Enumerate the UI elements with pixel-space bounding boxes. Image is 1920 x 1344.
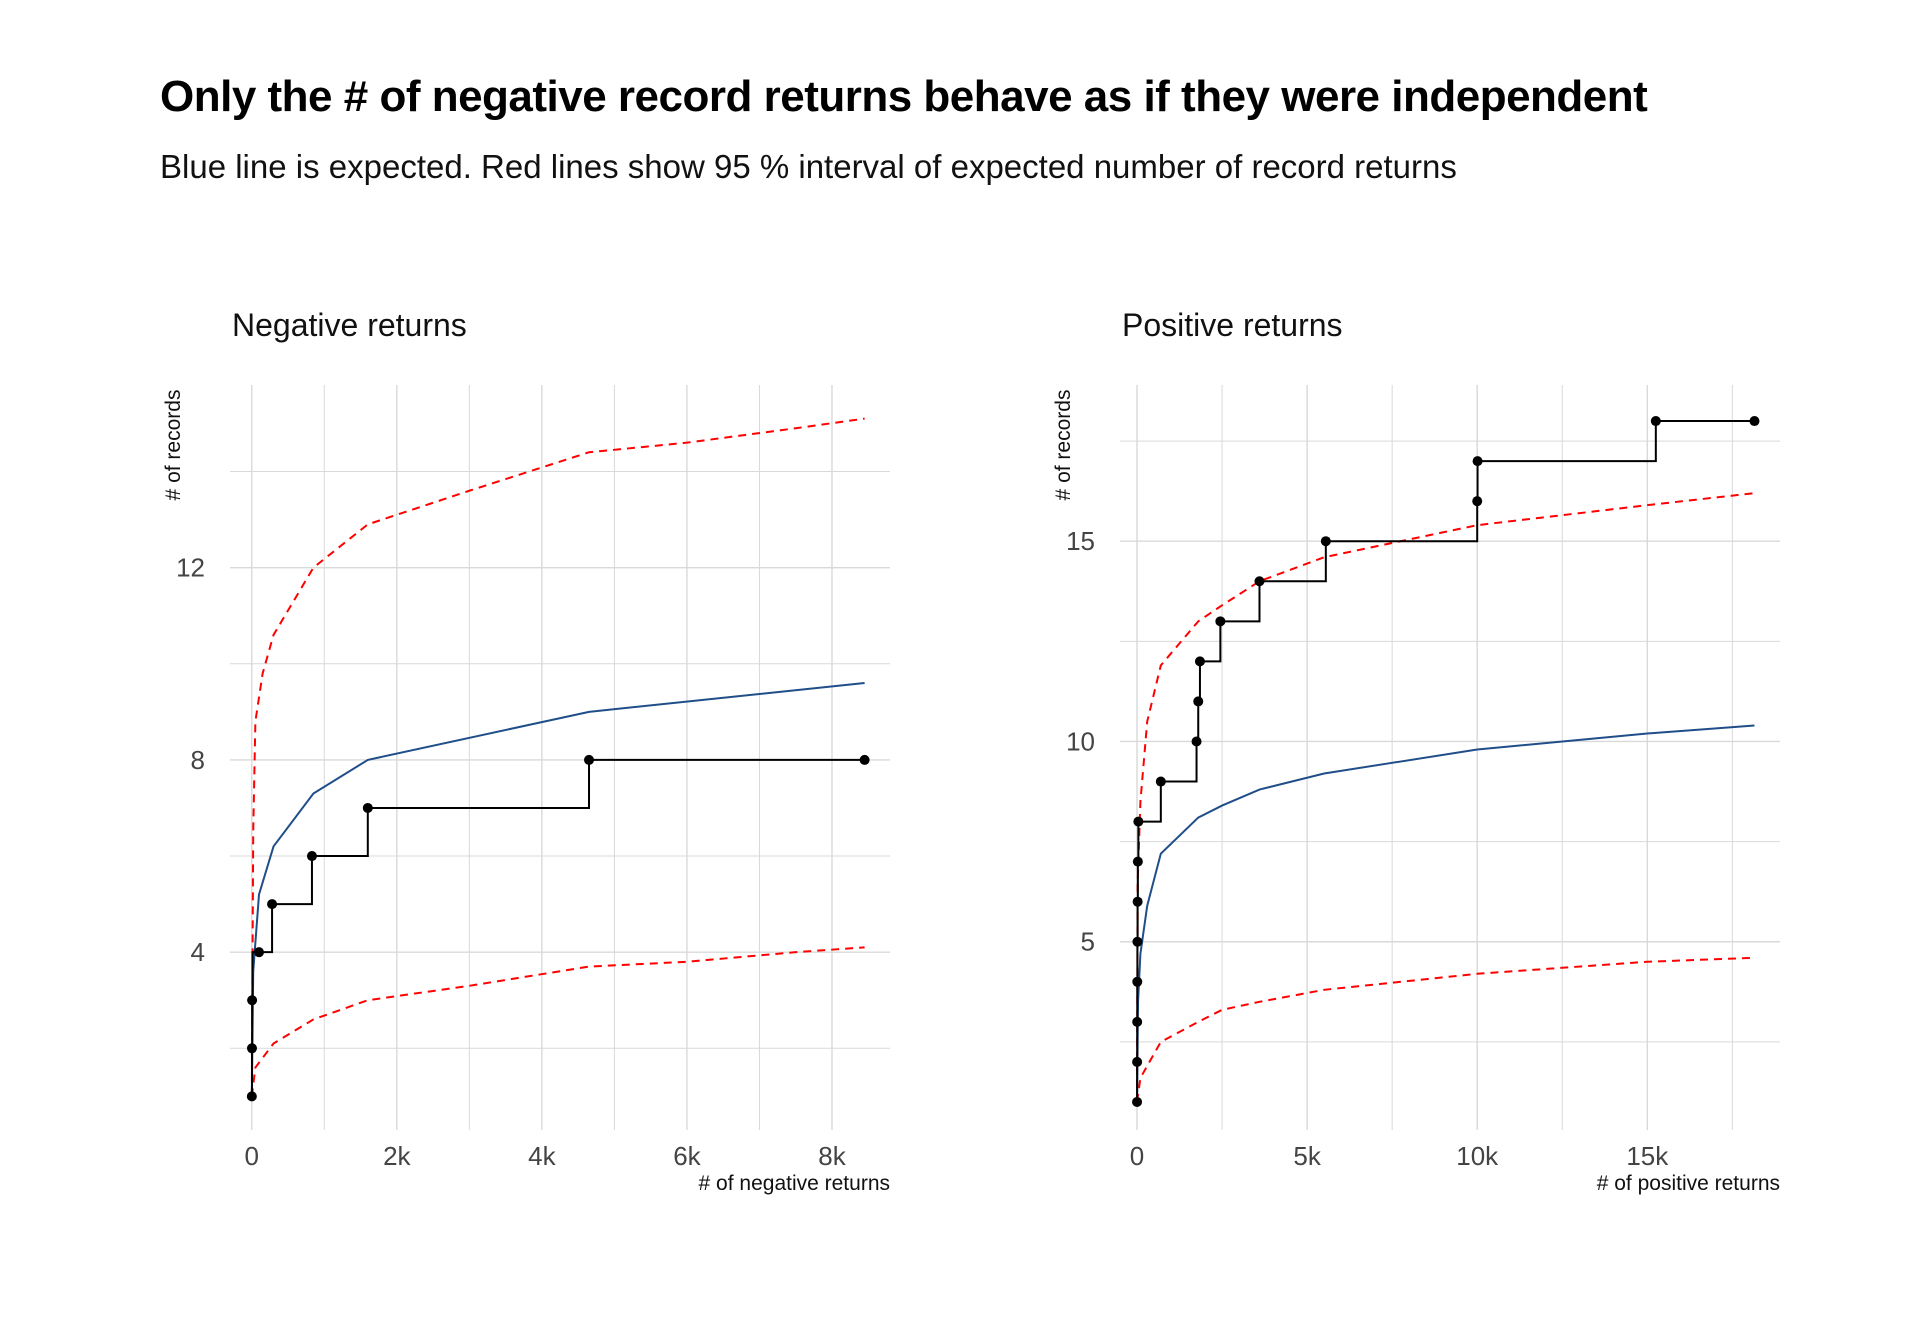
observed-point bbox=[246, 1091, 257, 1102]
x-tick-label: 8k bbox=[818, 1141, 846, 1171]
series-positive bbox=[1132, 416, 1760, 1107]
observed-point bbox=[584, 754, 595, 765]
expected-line bbox=[1136, 724, 1755, 1102]
y-tick-label: 8 bbox=[191, 745, 205, 775]
y-ticks-negative: 4 8 12 bbox=[176, 553, 205, 968]
observed-point bbox=[362, 802, 373, 813]
observed-point bbox=[1650, 416, 1661, 427]
observed-point bbox=[1254, 576, 1265, 587]
x-tick-label: 5k bbox=[1293, 1141, 1321, 1171]
x-axis-title-positive: # of positive returns bbox=[1597, 1172, 1780, 1195]
grid-positive bbox=[1120, 385, 1780, 1130]
y-ticks-positive: 5 10 15 bbox=[1066, 526, 1095, 957]
y-axis-title-positive: # of records bbox=[1052, 390, 1075, 501]
observed-point bbox=[859, 754, 870, 765]
x-tick-label: 2k bbox=[383, 1141, 411, 1171]
observed-point bbox=[1472, 456, 1483, 467]
observed-point bbox=[1132, 1056, 1143, 1067]
grid-negative bbox=[230, 385, 890, 1130]
observed-point bbox=[1132, 896, 1143, 907]
observed-point bbox=[1132, 976, 1143, 987]
observed-point bbox=[1191, 736, 1202, 747]
observed-point bbox=[267, 899, 278, 910]
upper-interval-line bbox=[250, 417, 865, 1097]
x-tick-label: 0 bbox=[245, 1141, 259, 1171]
observed-point bbox=[1749, 416, 1760, 427]
x-tick-label: 6k bbox=[673, 1141, 701, 1171]
observed-step-line bbox=[250, 758, 865, 1098]
observed-point bbox=[1155, 776, 1166, 787]
lower-interval-line bbox=[250, 946, 865, 1097]
series-negative bbox=[246, 417, 870, 1102]
x-ticks-negative: 0 2k 4k 6k 8k bbox=[245, 1141, 847, 1171]
x-tick-label: 0 bbox=[1130, 1141, 1144, 1171]
chart-title: Only the # of negative record returns be… bbox=[160, 72, 1648, 121]
x-axis-title-negative: # of negative returns bbox=[699, 1172, 890, 1195]
observed-step-line bbox=[1136, 420, 1755, 1103]
y-tick-label: 5 bbox=[1081, 927, 1095, 957]
observed-point bbox=[1215, 616, 1226, 627]
y-tick-label: 10 bbox=[1066, 726, 1095, 756]
x-ticks-positive: 0 5k 10k 15k bbox=[1130, 1141, 1670, 1171]
observed-point bbox=[1320, 536, 1331, 547]
observed-point bbox=[1132, 936, 1143, 947]
panel-title-negative: Negative returns bbox=[232, 307, 467, 343]
observed-point bbox=[1472, 496, 1483, 507]
observed-point bbox=[1132, 1096, 1143, 1107]
observed-point bbox=[1194, 656, 1205, 667]
observed-point bbox=[247, 995, 258, 1006]
y-tick-label: 15 bbox=[1066, 526, 1095, 556]
panel-title-positive: Positive returns bbox=[1122, 307, 1343, 343]
observed-point bbox=[1193, 696, 1204, 707]
observed-point bbox=[1133, 816, 1144, 827]
x-tick-label: 15k bbox=[1626, 1141, 1669, 1171]
lower-interval-line bbox=[1136, 956, 1755, 1103]
observed-point bbox=[306, 851, 317, 862]
observed-point bbox=[1132, 1016, 1143, 1027]
panel-positive-returns: Positive returns # of records # of posit… bbox=[1052, 307, 1780, 1195]
observed-point bbox=[1132, 856, 1143, 867]
upper-interval-line bbox=[1136, 492, 1755, 1102]
observed-point bbox=[254, 947, 265, 958]
y-tick-label: 4 bbox=[191, 937, 205, 967]
x-tick-label: 10k bbox=[1456, 1141, 1499, 1171]
y-tick-label: 12 bbox=[176, 553, 205, 583]
expected-line bbox=[250, 682, 865, 1097]
chart-subtitle: Blue line is expected. Red lines show 95… bbox=[160, 148, 1457, 185]
y-axis-title-negative: # of records bbox=[162, 390, 185, 501]
panel-negative-returns: Negative returns # of records # of negat… bbox=[162, 307, 890, 1195]
x-tick-label: 4k bbox=[528, 1141, 556, 1171]
observed-point bbox=[246, 1043, 257, 1054]
